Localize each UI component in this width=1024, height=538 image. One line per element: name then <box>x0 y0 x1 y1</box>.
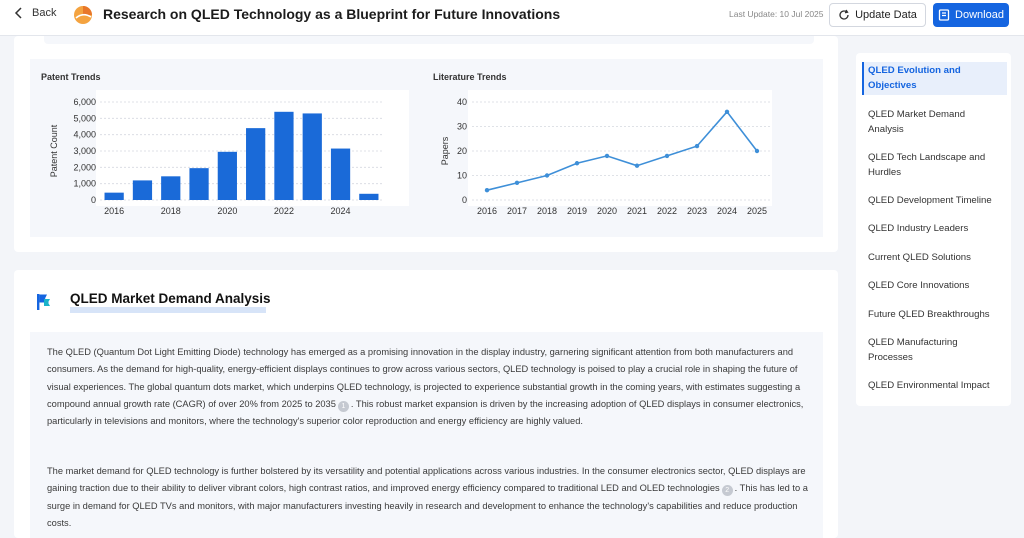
bar <box>303 113 322 200</box>
x-tick-label: 2025 <box>747 206 767 216</box>
previous-section-edge <box>44 36 814 44</box>
back-button[interactable]: Back <box>14 7 56 19</box>
last-update-text: Last Update: 10 Jul 2025 <box>729 9 824 19</box>
x-tick-label: 2022 <box>274 206 294 216</box>
bar <box>133 180 152 200</box>
x-tick-label: 2023 <box>687 206 707 216</box>
y-tick-label: 40 <box>457 97 467 107</box>
patent-trends-title: Patent Trends <box>41 72 101 82</box>
bar <box>105 193 124 200</box>
y-tick-label: 3,000 <box>73 146 96 156</box>
y-tick-label: 0 <box>462 195 467 205</box>
y-tick-label: 20 <box>457 146 467 156</box>
x-tick-label: 2018 <box>161 206 181 216</box>
y-tick-label: 4,000 <box>73 130 96 140</box>
paragraph-text: The market demand for QLED technology is… <box>47 466 806 493</box>
flag-icon <box>36 293 52 311</box>
bar <box>359 194 378 200</box>
citation-badge[interactable]: 1 <box>338 401 349 412</box>
section-title-highlight <box>70 307 266 313</box>
y-tick-label: 1,000 <box>73 179 96 189</box>
y-tick-label: 2,000 <box>73 162 96 172</box>
data-point <box>545 173 549 177</box>
toc-item-future-breakthroughs[interactable]: Future QLED Breakthroughs <box>862 306 1007 325</box>
x-tick-label: 2024 <box>331 206 351 216</box>
data-point <box>695 144 699 148</box>
data-point <box>605 154 609 158</box>
y-tick-label: 0 <box>91 195 96 205</box>
y-tick-label: 6,000 <box>73 97 96 107</box>
bar <box>274 112 293 200</box>
plot-background <box>468 90 772 206</box>
y-axis-label: Papers <box>440 136 450 165</box>
x-tick-label: 2016 <box>104 206 124 216</box>
bar <box>331 149 350 200</box>
data-point <box>485 188 489 192</box>
x-tick-label: 2019 <box>567 206 587 216</box>
toc-item-timeline[interactable]: QLED Development Timeline <box>862 192 1007 211</box>
bar <box>189 168 208 200</box>
y-tick-label: 10 <box>457 171 467 181</box>
x-tick-label: 2016 <box>477 206 497 216</box>
toc-item-evolution[interactable]: QLED Evolution and Objectives <box>862 62 1007 95</box>
x-tick-label: 2020 <box>597 206 617 216</box>
toc-item-environmental[interactable]: QLED Environmental Impact <box>862 377 1007 396</box>
app-logo-icon <box>72 4 94 26</box>
back-label: Back <box>32 7 56 19</box>
x-tick-label: 2024 <box>717 206 737 216</box>
x-tick-label: 2021 <box>627 206 647 216</box>
bar <box>246 128 265 200</box>
data-point <box>725 110 729 114</box>
data-point <box>755 149 759 153</box>
toc-item-manufacturing[interactable]: QLED Manufacturing Processes <box>862 334 1007 367</box>
paragraph: The QLED (Quantum Dot Light Emitting Dio… <box>47 344 817 430</box>
toc-item-core-innovations[interactable]: QLED Core Innovations <box>862 277 1007 296</box>
bar <box>218 152 237 200</box>
toc-item-market-demand[interactable]: QLED Market Demand Analysis <box>862 106 1007 139</box>
x-tick-label: 2020 <box>217 206 237 216</box>
update-data-label: Update Data <box>855 9 917 21</box>
download-icon <box>938 9 950 21</box>
literature-trends-chart: 0 10 20 30 40 2016 2017 2018 2019 2020 2021 2022 202… <box>432 90 774 220</box>
data-point <box>575 161 579 165</box>
y-tick-label: 30 <box>457 122 467 132</box>
paragraph: The market demand for QLED technology is… <box>47 463 817 532</box>
literature-trends-title: Literature Trends <box>433 72 507 82</box>
data-point <box>515 181 519 185</box>
citation-badge[interactable]: 2 <box>722 485 733 496</box>
toc-item-tech-landscape[interactable]: QLED Tech Landscape and Hurdles <box>862 149 1007 182</box>
toc-item-current-solutions[interactable]: Current QLED Solutions <box>862 249 1007 268</box>
y-tick-label: 5,000 <box>73 113 96 123</box>
download-label: Download <box>955 9 1004 21</box>
data-point <box>635 164 639 168</box>
refresh-icon <box>838 9 850 21</box>
chevron-left-icon <box>14 7 24 19</box>
download-button[interactable]: Download <box>933 3 1009 27</box>
table-of-contents: QLED Evolution and Objectives QLED Marke… <box>856 53 1011 406</box>
top-bar: Back Research on QLED Technology as a Bl… <box>0 0 1024 36</box>
data-point <box>665 154 669 158</box>
x-tick-label: 2022 <box>657 206 677 216</box>
x-tick-label: 2018 <box>537 206 557 216</box>
patent-trends-chart: 0 1,000 2,000 3,000 4,000 5,000 6,000 2016 2018 2… <box>38 90 420 220</box>
section-title: QLED Market Demand Analysis <box>70 291 271 306</box>
update-data-button[interactable]: Update Data <box>829 3 926 27</box>
bar <box>161 176 180 200</box>
x-tick-label: 2017 <box>507 206 527 216</box>
toc-item-industry-leaders[interactable]: QLED Industry Leaders <box>862 220 1007 239</box>
page-title: Research on QLED Technology as a Bluepri… <box>103 6 560 22</box>
y-axis-label: Patent Count <box>49 124 59 177</box>
